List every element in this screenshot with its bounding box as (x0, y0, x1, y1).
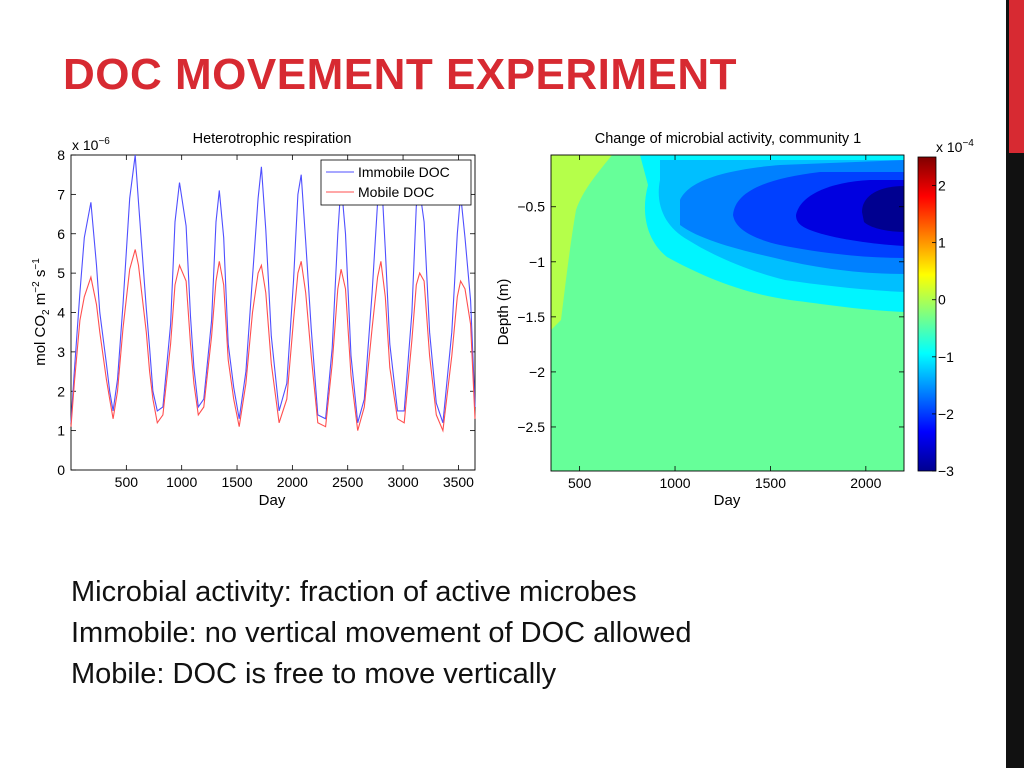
x-axis-label: Day (259, 492, 286, 509)
note-microbial-activity: Microbial activity: fraction of active m… (71, 576, 637, 608)
y-tick-label: 0 (57, 462, 65, 478)
slide-title: DOC MOVEMENT EXPERIMENT (63, 50, 737, 99)
colorbar-tick-label: 1 (938, 235, 946, 251)
heatmap-title: Change of microbial activity, community … (595, 131, 861, 147)
legend-mobile: Mobile DOC (358, 184, 434, 200)
x-tick-label: 2500 (332, 474, 363, 490)
x-tick-label: 1500 (221, 474, 252, 490)
heatmap-y-tick-label: −2 (529, 364, 545, 380)
heatmap-y-tick-label: −1.5 (517, 309, 545, 325)
colorbar-tick-label: −3 (938, 463, 954, 479)
heatmap-x-tick-label: 1500 (755, 475, 786, 491)
heatmap-x-tick-label: 2000 (850, 475, 881, 491)
y-tick-label: 3 (57, 344, 65, 360)
colorbar-multiplier: x 10−4 (936, 138, 974, 155)
colorbar-tick-label: −2 (938, 406, 954, 422)
colorbar-tick-label: −1 (938, 349, 954, 365)
series-line (70, 154, 476, 423)
right-edge-bar (1006, 0, 1024, 768)
colorbar-tick-label: 2 (938, 178, 946, 194)
series-line (70, 249, 476, 433)
x-tick-label: 3000 (387, 474, 418, 490)
heatmap-x-tick-label: 500 (568, 475, 592, 491)
legend-immobile: Immobile DOC (358, 164, 450, 180)
x-tick-label: 500 (115, 474, 139, 490)
respiration-chart: Heterotrophic respiration x 10−6 500 1000… (31, 131, 476, 509)
colorbar-tick-label: 0 (938, 292, 946, 308)
y-tick-label: 5 (57, 265, 65, 281)
y-tick-label: 7 (57, 186, 65, 202)
heatmap-y-label: Depth (m) (495, 279, 512, 346)
chart-title: Heterotrophic respiration (193, 131, 352, 147)
y-tick-label: 4 (57, 305, 65, 321)
note-immobile: Immobile: no vertical movement of DOC al… (71, 617, 692, 649)
heatmap-x-tick-label: 1000 (659, 475, 690, 491)
heatmap-y-tick-label: −2.5 (517, 419, 545, 435)
colorbar (917, 156, 937, 472)
right-accent-bar (1009, 0, 1024, 153)
x-tick-label: 3500 (443, 474, 474, 490)
heatmap-field (551, 155, 904, 471)
y-tick-label: 6 (57, 226, 65, 242)
legend: Immobile DOC Mobile DOC (320, 159, 472, 206)
y-tick-label: 2 (57, 383, 65, 399)
x-tick-label: 2000 (277, 474, 308, 490)
y-tick-label: 1 (57, 423, 65, 439)
heatmap-y-tick-label: −1 (529, 254, 545, 270)
notes-list: Microbial activity: fraction of active m… (71, 572, 692, 695)
heatmap-y-tick-label: −0.5 (517, 199, 545, 215)
note-mobile: Mobile: DOC is free to move vertically (71, 658, 557, 690)
microbial-activity-chart: Change of microbial activity, community … (495, 131, 974, 509)
heatmap-frame (550, 154, 905, 472)
heatmap-x-label: Day (714, 492, 741, 509)
x-tick-label: 1000 (166, 474, 197, 490)
y-tick-label: 8 (57, 147, 65, 163)
